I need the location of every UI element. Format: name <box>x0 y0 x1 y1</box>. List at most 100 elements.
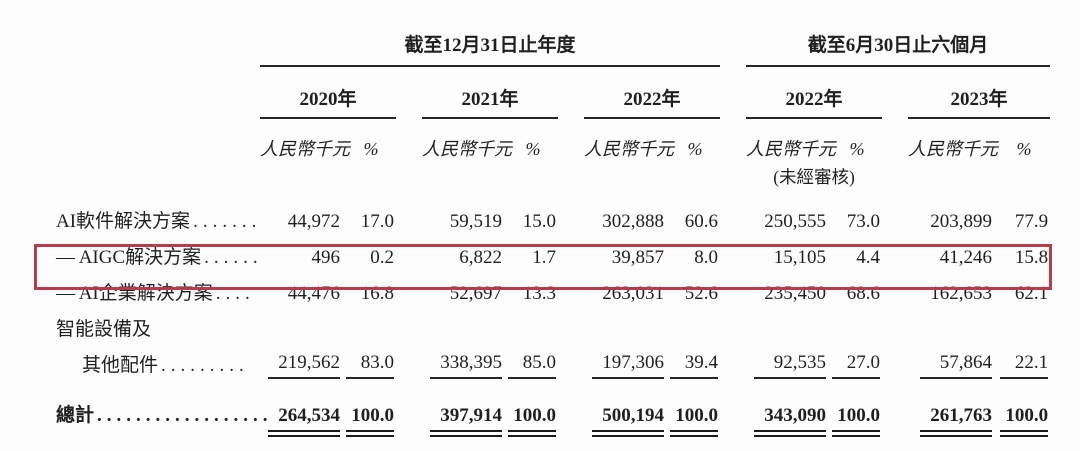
year-header: 2023年 <box>908 66 1051 119</box>
amount-cell: 44,972 <box>260 204 346 240</box>
amount-value: 302,888 <box>602 211 664 233</box>
amount-cell: 203,899 <box>908 204 998 240</box>
percent-cell: 60.6 <box>670 204 720 240</box>
percent-value: 85.0 <box>508 352 556 380</box>
table-head: 截至12月31日止年度 截至6月30日止六個月 2020年 2021年 2022年 202… <box>38 10 1051 204</box>
currency-unit-header: 人民幣千元 <box>746 139 837 160</box>
dot-leader: .... <box>215 283 255 305</box>
percent-cell: 17.0 <box>346 204 396 240</box>
currency-unit-header: 人民幣千元 <box>908 139 999 160</box>
percent-cell: 13.3 <box>508 276 558 312</box>
percent-value: 62.1 <box>1014 283 1049 305</box>
percent-cell: 0.2 <box>346 240 396 276</box>
gap-cell <box>558 348 584 384</box>
gap-cell <box>558 66 584 118</box>
amount-cell: 41,246 <box>908 240 998 276</box>
percent-cell: 100.0 <box>670 384 720 439</box>
percent-value: 100.0 <box>1000 406 1049 437</box>
gap-cell <box>882 384 908 439</box>
gap-cell <box>882 164 908 204</box>
amount-value: 235,450 <box>764 283 827 305</box>
percent-value: 17.0 <box>360 211 394 233</box>
amount-cell: 162,653 <box>908 276 998 312</box>
amount-value: 52,697 <box>449 283 502 305</box>
empty-cell <box>260 312 1050 348</box>
row-label-text: 總計 <box>56 405 95 427</box>
period-group-title-annual: 截至12月31日止年度 <box>260 10 721 67</box>
gap-cell <box>396 118 422 164</box>
corner-cell <box>38 118 260 164</box>
amount-cell: 261,763 <box>908 384 998 439</box>
table-row: 智能設備及 <box>38 312 1050 348</box>
amount-value: 343,090 <box>754 406 827 437</box>
gap-cell <box>720 10 746 66</box>
gap-cell <box>396 66 422 118</box>
percent-cell: 8.0 <box>670 240 720 276</box>
percent-value: 16.8 <box>360 283 394 305</box>
row-label-text: AI軟件解決方案 <box>56 211 191 233</box>
gap-cell <box>558 384 584 439</box>
currency-unit-header: 人民幣千元 <box>584 139 674 160</box>
amount-value: 397,914 <box>430 406 502 437</box>
percent-value: 100.0 <box>508 406 556 437</box>
gap-cell <box>720 384 746 439</box>
percent-cell: 100.0 <box>998 384 1050 439</box>
gap-cell <box>720 164 746 204</box>
gap-cell <box>882 276 908 312</box>
gap-cell <box>396 348 422 384</box>
percent-value: 73.0 <box>846 211 881 233</box>
empty-cell <box>908 164 1050 204</box>
amount-value: 162,653 <box>930 283 993 305</box>
percent-value: 4.4 <box>856 247 881 269</box>
percent-cell: 27.0 <box>832 348 882 384</box>
amount-cell: 264,534 <box>260 384 346 439</box>
table-body: AI軟件解決方案....... 44,972 17.0 59,519 15.0 302,8… <box>38 204 1050 439</box>
row-label-text: — AIGC解決方案 <box>56 247 202 269</box>
dot-leader: .................. <box>97 405 273 427</box>
amount-value: 59,519 <box>449 211 502 233</box>
amount-value: 203,899 <box>930 211 993 233</box>
percent-cell: 62.1 <box>998 276 1050 312</box>
gap-cell <box>720 276 746 312</box>
amount-value: 496 <box>311 247 341 269</box>
table-row-highlighted: — AI企業解決方案.... 44,476 16.8 52,697 13.3 263,03… <box>38 276 1050 312</box>
empty-cell <box>584 164 720 204</box>
percent-value: 15.0 <box>522 211 556 233</box>
percent-cell: 100.0 <box>832 384 882 439</box>
empty-cell <box>260 164 396 204</box>
percent-cell: 52.6 <box>670 276 720 312</box>
gap-cell <box>558 164 584 204</box>
row-label-text: 其他配件 <box>82 355 159 377</box>
amount-cell: 500,194 <box>584 384 670 439</box>
amount-value: 92,535 <box>754 352 827 380</box>
percent-cell: 73.0 <box>832 204 882 240</box>
row-label: 總計.................. <box>38 384 268 439</box>
amount-value: 57,864 <box>920 352 993 380</box>
gap-cell <box>558 276 584 312</box>
amount-cell: 235,450 <box>746 276 832 312</box>
percent-value: 83.0 <box>346 352 394 380</box>
gap-cell <box>720 240 746 276</box>
amount-cell: 263,031 <box>584 276 670 312</box>
gap-cell <box>720 66 746 118</box>
percent-value: 77.9 <box>1014 211 1049 233</box>
amount-value: 264,534 <box>268 406 340 437</box>
row-label: AI軟件解決方案....... <box>38 204 260 240</box>
gap-cell <box>558 240 584 276</box>
amount-value: 15,105 <box>773 247 827 269</box>
gap-cell <box>396 204 422 240</box>
percent-cell: 22.1 <box>998 348 1050 384</box>
period-group-title-interim: 截至6月30日止六個月 <box>746 10 1051 67</box>
amount-value: 6,822 <box>459 247 502 269</box>
amount-cell: 496 <box>260 240 346 276</box>
gap-cell <box>882 204 908 240</box>
percent-header: % <box>849 139 865 160</box>
row-label: — AIGC解決方案...... <box>38 240 260 276</box>
percent-value: 52.6 <box>684 283 719 305</box>
row-label: — AI企業解決方案.... <box>38 276 260 312</box>
gap-cell <box>720 348 746 384</box>
amount-cell: 197,306 <box>584 348 670 384</box>
percent-header: % <box>363 139 379 160</box>
percent-value: 60.6 <box>684 211 719 233</box>
percent-cell: 16.8 <box>346 276 396 312</box>
